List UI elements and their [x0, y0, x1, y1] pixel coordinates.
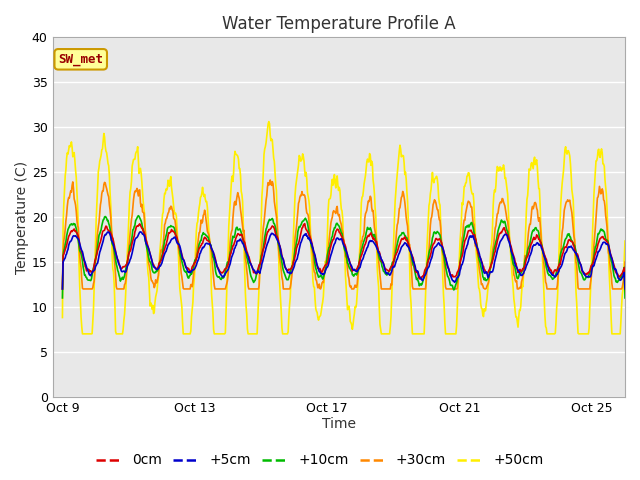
Y-axis label: Temperature (C): Temperature (C)	[15, 160, 29, 274]
Title: Water Temperature Profile A: Water Temperature Profile A	[222, 15, 456, 33]
Text: SW_met: SW_met	[58, 53, 103, 66]
Legend: 0cm, +5cm, +10cm, +30cm, +50cm: 0cm, +5cm, +10cm, +30cm, +50cm	[91, 448, 549, 473]
X-axis label: Time: Time	[322, 418, 356, 432]
